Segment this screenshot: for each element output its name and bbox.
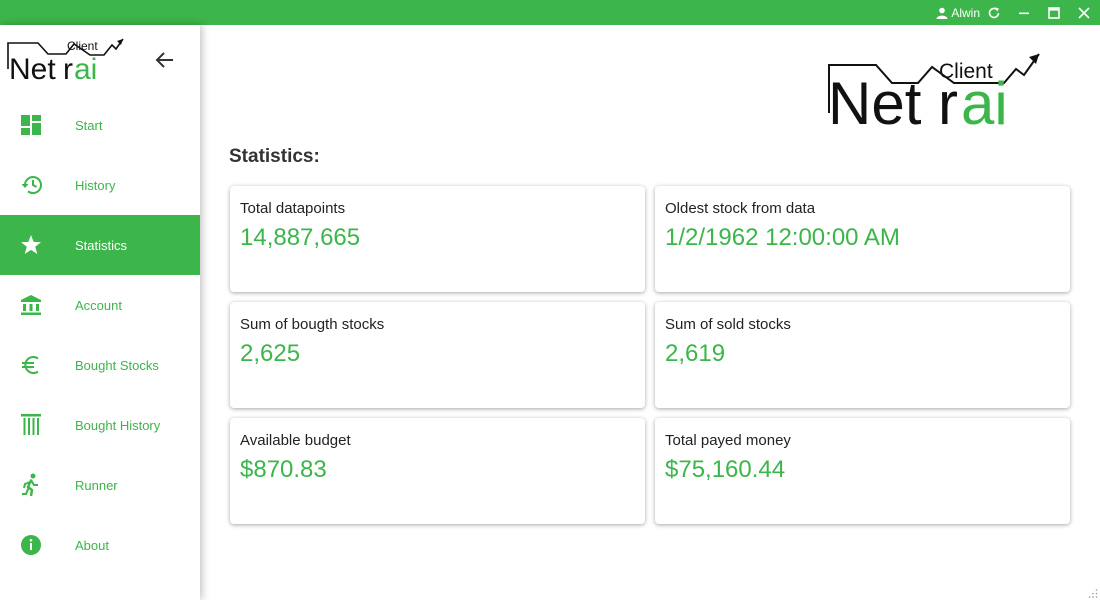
sidebar: Client Net r ai Start xyxy=(0,25,200,600)
bank-icon xyxy=(0,293,64,317)
columns-icon xyxy=(0,413,64,437)
logo-ai-text: ai xyxy=(74,53,97,83)
sidebar-nav: Start History Statistics xyxy=(0,95,200,575)
stat-card-total-payed: Total payed money $75,160.44 xyxy=(655,418,1070,524)
minimize-button[interactable] xyxy=(1009,0,1039,25)
stats-grid: Total datapoints 14,887,665 Oldest stock… xyxy=(230,186,1070,524)
stat-label: Sum of sold stocks xyxy=(665,316,791,333)
resize-grip-icon[interactable] xyxy=(1088,588,1098,598)
back-button[interactable] xyxy=(150,47,180,73)
sidebar-item-label: History xyxy=(75,177,116,193)
main-content: Client Net r ai Statistics: Total datapo… xyxy=(200,25,1100,600)
close-button[interactable] xyxy=(1069,0,1099,25)
user-display[interactable]: Alwin xyxy=(936,0,980,25)
sidebar-item-history[interactable]: History xyxy=(0,155,200,215)
logo-client-text: Client xyxy=(939,60,993,83)
title-bar: Alwin xyxy=(0,0,1100,25)
stat-label: Sum of bougth stocks xyxy=(240,316,385,333)
logo-net-text: Net xyxy=(9,53,56,83)
logo-ai-text: ai xyxy=(961,70,1008,129)
sidebar-item-runner[interactable]: Runner xyxy=(0,455,200,515)
sidebar-item-bought-stocks[interactable]: Bought Stocks xyxy=(0,335,200,395)
stat-value: 1/2/1962 12:00:00 AM xyxy=(665,224,900,251)
page-title: Statistics: xyxy=(229,146,320,167)
sidebar-item-label: Bought History xyxy=(75,417,161,433)
stat-value: 2,625 xyxy=(240,340,301,367)
user-icon xyxy=(936,7,948,19)
minimize-icon xyxy=(1019,12,1029,14)
info-icon xyxy=(0,533,64,557)
stat-label: Total payed money xyxy=(665,432,791,449)
sidebar-item-bought-history[interactable]: Bought History xyxy=(0,395,200,455)
maximize-button[interactable] xyxy=(1039,0,1069,25)
stat-label: Available budget xyxy=(240,432,351,449)
refresh-button[interactable] xyxy=(979,0,1009,25)
stat-card-bought-stocks: Sum of bougth stocks 2,625 xyxy=(230,302,645,408)
stat-card-oldest-stock: Oldest stock from data 1/2/1962 12:00:00… xyxy=(655,186,1070,292)
logo-r-text: r xyxy=(63,53,73,83)
stat-value: $870.83 xyxy=(240,456,327,483)
user-name: Alwin xyxy=(951,5,980,20)
sidebar-item-label: Runner xyxy=(75,477,118,493)
stat-card-total-datapoints: Total datapoints 14,887,665 xyxy=(230,186,645,292)
runner-icon xyxy=(0,473,64,497)
dashboard-icon xyxy=(0,113,64,137)
euro-icon xyxy=(0,353,64,377)
sidebar-item-start[interactable]: Start xyxy=(0,95,200,155)
sidebar-item-account[interactable]: Account xyxy=(0,275,200,335)
stat-card-sold-stocks: Sum of sold stocks 2,619 xyxy=(655,302,1070,408)
logo-r-text: r xyxy=(938,70,958,129)
stat-value: 2,619 xyxy=(665,340,726,367)
stat-value: 14,887,665 xyxy=(240,224,361,251)
logo-net-text: Net xyxy=(828,70,922,129)
stat-value: $75,160.44 xyxy=(665,456,786,483)
sidebar-item-label: Statistics xyxy=(75,237,128,253)
sidebar-item-statistics[interactable]: Statistics xyxy=(0,215,200,275)
refresh-icon xyxy=(988,6,1000,18)
sidebar-item-label: About xyxy=(75,537,109,553)
logo-client-text: Client xyxy=(67,39,98,53)
sidebar-item-label: Start xyxy=(75,117,103,133)
star-icon xyxy=(0,233,64,257)
app-logo: Client Net r ai xyxy=(7,38,124,83)
arrow-left-icon xyxy=(155,52,173,68)
main-logo: Client Net r ai xyxy=(828,53,1040,129)
stat-card-available-budget: Available budget $870.83 xyxy=(230,418,645,524)
sidebar-item-label: Bought Stocks xyxy=(75,357,159,373)
history-icon xyxy=(0,173,64,197)
sidebar-item-about[interactable]: About xyxy=(0,515,200,575)
sidebar-item-label: Account xyxy=(75,297,122,313)
stat-label: Total datapoints xyxy=(240,200,346,217)
maximize-icon xyxy=(1048,6,1060,19)
stat-label: Oldest stock from data xyxy=(665,200,816,217)
close-icon xyxy=(1078,6,1090,19)
